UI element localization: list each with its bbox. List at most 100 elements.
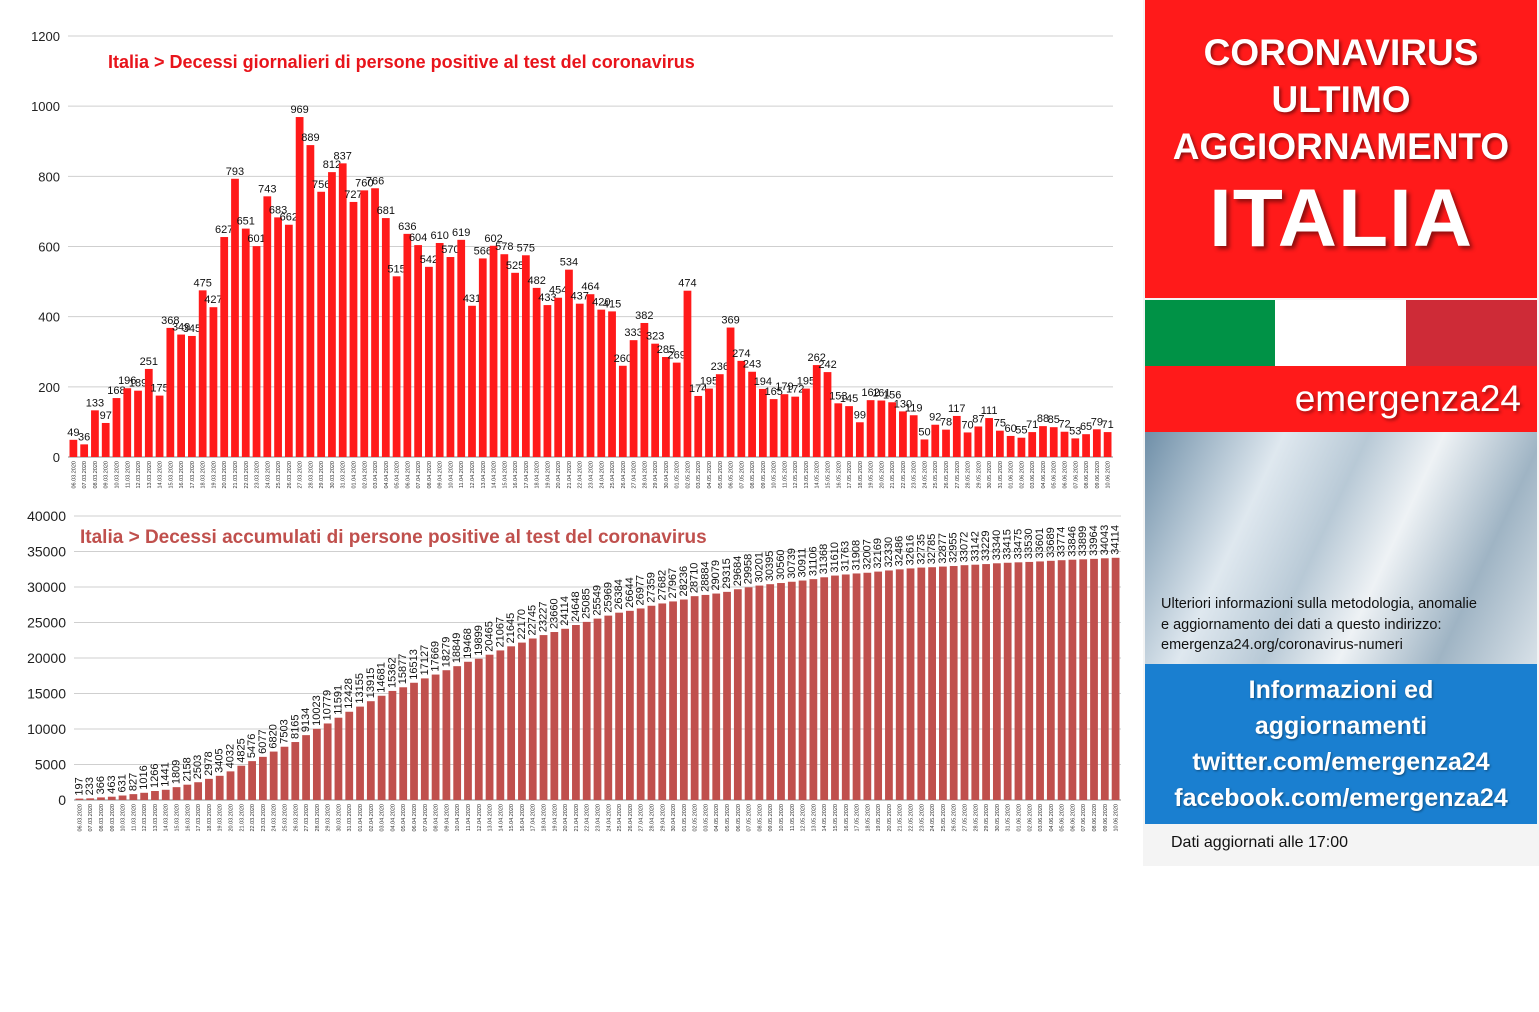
x-tick-label: 27.03.2020	[304, 804, 310, 832]
x-tick-label: 06.04.2020	[412, 804, 418, 832]
data-label: 242	[818, 359, 836, 371]
x-tick-label: 26.05.2020	[952, 804, 958, 832]
x-tick-label: 04.05.2020	[714, 804, 720, 832]
data-label: 32616	[905, 535, 917, 566]
data-label: 8165	[289, 715, 301, 739]
data-label: 32330	[883, 537, 895, 568]
bar	[274, 217, 282, 457]
bar	[1103, 432, 1112, 457]
x-tick-label: 13.04.2020	[481, 461, 487, 489]
flag-white-stripe	[1275, 300, 1406, 366]
bar	[295, 117, 304, 457]
x-tick-label: 03.04.2020	[380, 804, 386, 832]
x-tick-label: 28.05.2020	[966, 461, 972, 489]
bar	[474, 658, 483, 800]
bar	[690, 596, 699, 800]
bar	[863, 572, 872, 800]
x-tick-label: 08.06.2020	[1084, 461, 1090, 489]
bar	[841, 574, 850, 800]
social-handle: @emergenza24	[1157, 890, 1176, 1012]
data-label: 31763	[840, 541, 852, 572]
bar	[1071, 438, 1080, 457]
data-label: 27967	[667, 568, 679, 599]
data-label: 99	[854, 409, 866, 421]
flag-red-stripe	[1406, 300, 1537, 366]
x-tick-label: 13.05.2020	[804, 461, 810, 489]
facebook-link[interactable]: facebook.com/emergenza24	[1174, 784, 1508, 812]
x-tick-label: 08.03.2020	[99, 804, 105, 832]
data-label: 49	[67, 427, 79, 439]
bar	[917, 567, 926, 800]
data-label: 194	[754, 376, 772, 388]
bar	[349, 201, 358, 457]
x-tick-label: 08.05.2020	[757, 804, 763, 832]
bar	[701, 594, 710, 800]
headline-line-1: CORONAVIRUS	[1203, 32, 1479, 73]
data-label: 2503	[192, 755, 204, 779]
x-tick-label: 20.03.2020	[229, 804, 235, 832]
x-tick-label: 09.06.2020	[1103, 804, 1109, 832]
data-label: 72	[1058, 419, 1070, 431]
data-label: 29958	[743, 554, 755, 585]
bar	[442, 670, 451, 800]
bar	[414, 245, 423, 457]
x-tick-label: 07.06.2020	[1073, 461, 1079, 489]
bar	[855, 422, 864, 457]
data-label: 25549	[592, 585, 604, 616]
data-label: 161	[872, 388, 890, 400]
bar	[755, 585, 764, 800]
data-label: 32785	[926, 534, 938, 565]
x-tick-label: 10.03.2020	[114, 461, 120, 489]
x-tick-label: 13.03.2020	[147, 461, 153, 489]
data-label: 12428	[343, 678, 355, 709]
data-label: 32169	[872, 538, 884, 569]
data-label: 6077	[257, 729, 269, 753]
x-tick-label: 29.05.2020	[976, 461, 982, 489]
bar	[888, 402, 897, 457]
data-label: 88	[1037, 413, 1049, 425]
daily-deaths-chart: 0 200 400 600 800 1000 1200 49 06.03.2020 36 07.03…	[31, 29, 1114, 489]
x-tick-label: 07.04.2020	[416, 461, 422, 489]
data-label: 366	[95, 776, 107, 794]
x-tick-label: 11.04.2020	[459, 461, 465, 488]
data-label: 21067	[494, 617, 506, 648]
data-label: 20465	[484, 621, 496, 652]
brand-name: emergenza24	[1294, 378, 1521, 419]
bar	[226, 771, 235, 800]
x-tick-label: 18.05.2020	[865, 804, 871, 832]
x-tick-label: 26.04.2020	[621, 461, 627, 489]
bar	[252, 246, 261, 457]
data-label: 97	[100, 410, 112, 422]
data-label: 36	[78, 431, 90, 443]
data-label: 85	[1048, 414, 1060, 426]
info-link[interactable]: emergenza24.org/coronavirus-numeri	[1161, 637, 1403, 653]
y-tick-label: 800	[38, 169, 60, 184]
info-line-1: Ulteriori informazioni sulla metodologia…	[1161, 596, 1477, 612]
data-label: 156	[883, 389, 901, 401]
bar	[1049, 427, 1058, 457]
x-tick-label: 04.04.2020	[390, 804, 396, 832]
x-tick-label: 11.05.2020	[790, 804, 796, 831]
twitter-link[interactable]: twitter.com/emergenza24	[1192, 748, 1490, 776]
bar	[895, 569, 904, 800]
x-tick-label: 16.04.2020	[513, 461, 519, 489]
data-label: 333	[624, 327, 642, 339]
x-tick-label: 05.06.2020	[1052, 461, 1058, 489]
data-label: 133	[86, 397, 104, 409]
data-label: 515	[387, 263, 405, 275]
x-tick-label: 08.04.2020	[434, 804, 440, 832]
bar	[899, 411, 907, 457]
x-tick-label: 18.04.2020	[535, 461, 541, 489]
x-tick-label: 04.04.2020	[384, 461, 390, 489]
x-tick-label: 24.04.2020	[599, 461, 605, 489]
y-tick-label: 10000	[27, 721, 66, 737]
data-label: 636	[398, 221, 416, 233]
x-tick-label: 27.04.2020	[639, 804, 645, 832]
data-label: 28884	[699, 561, 711, 592]
data-label: 65	[1080, 421, 1092, 433]
x-tick-label: 16.03.2020	[185, 804, 191, 832]
y-tick-label: 600	[38, 240, 60, 255]
x-tick-label: 24.03.2020	[265, 461, 271, 489]
data-label: 14681	[376, 662, 388, 693]
x-tick-label: 08.03.2020	[93, 461, 99, 489]
